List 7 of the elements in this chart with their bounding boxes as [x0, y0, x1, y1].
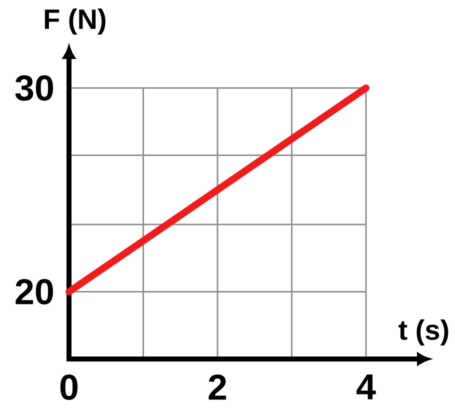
x-tick-label: 2	[208, 374, 226, 400]
x-axis-title: t (s)	[398, 319, 448, 346]
y-tick-label: 20	[16, 279, 53, 305]
y-axis-title: F (N)	[44, 8, 106, 35]
x-tick-label: 0	[60, 374, 78, 400]
x-tick-label: 4	[356, 374, 376, 400]
y-tick-label: 30	[15, 75, 53, 101]
